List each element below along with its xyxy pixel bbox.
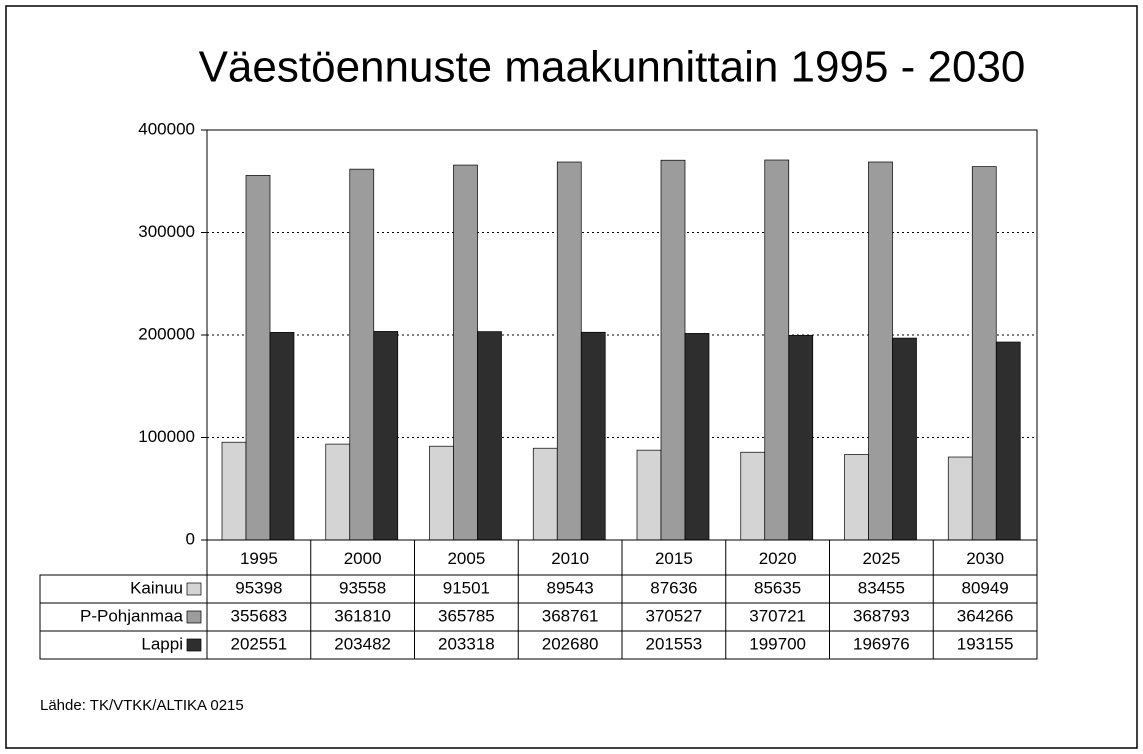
y-tick-label: 0 [186,529,195,548]
chart-title: Väestöennuste maakunnittain 1995 - 2030 [199,43,1026,92]
table-cell: 80949 [961,578,1008,597]
y-tick-label: 100000 [138,427,195,446]
bar [349,168,375,541]
source-note: Lähde: TK/VTKK/ALTIKA 0215 [40,697,244,714]
table-cell: 93558 [339,578,386,597]
table-cell: 355683 [231,606,288,625]
bar [556,161,582,541]
legend-label: Kainuu [130,578,183,597]
table-cell: 368793 [853,606,910,625]
bar [221,441,247,541]
table-cell: 193155 [957,634,1014,653]
bar [636,449,662,541]
table-cell: 203482 [334,634,391,653]
bar [764,159,790,541]
bar [325,443,351,541]
table-cell: 361810 [334,606,391,625]
bar [947,456,973,541]
bar [453,164,478,541]
x-tick-label: 1995 [240,549,278,568]
bar [971,166,997,541]
table-cell: 370721 [749,606,806,625]
table-cell: 201553 [646,634,703,653]
y-tick-label: 200000 [138,324,195,343]
y-tick-label: 400000 [138,119,195,138]
table-cell: 91501 [443,578,490,597]
table-cell: 87636 [650,578,697,597]
bar [740,451,766,541]
table-cell: 199700 [749,634,806,653]
x-tick-label: 2015 [655,549,693,568]
bar [788,334,814,541]
legend-label: Lappi [141,634,183,653]
table-cell: 202551 [231,634,288,653]
table-cell: 95398 [235,578,282,597]
table-cell: 85635 [754,578,801,597]
legend-swatch [186,610,202,624]
bar [868,161,893,541]
table-cell: 83455 [858,578,905,597]
x-tick-label: 2005 [447,549,485,568]
bar [269,332,295,541]
bar [892,337,917,541]
table-cell: 89543 [546,578,593,597]
table-cell: 202680 [542,634,599,653]
x-tick-label: 2000 [344,549,382,568]
bar [995,341,1021,541]
bar [660,159,686,541]
bar [580,331,606,541]
table-cell: 365785 [438,606,495,625]
table-cell: 368761 [542,606,599,625]
x-tick-label: 2020 [759,549,797,568]
x-tick-label: 2010 [551,549,589,568]
legend-swatch [186,638,202,652]
frame [5,5,1138,749]
table-cell: 364266 [957,606,1014,625]
bar [373,331,399,541]
bar [245,175,271,541]
bar [684,333,710,541]
bar [532,447,558,541]
x-tick-label: 2030 [966,549,1004,568]
table-cell: 196976 [853,634,910,653]
bar [477,331,502,541]
bar [429,445,454,541]
legend-swatch [186,582,202,596]
table-cell: 203318 [438,634,495,653]
y-tick-label: 300000 [138,222,195,241]
table-label-frame [39,574,208,660]
table-cell: 370527 [646,606,703,625]
bar [844,454,869,541]
legend-label: P-Pohjanmaa [80,606,184,625]
x-tick-label: 2025 [862,549,900,568]
